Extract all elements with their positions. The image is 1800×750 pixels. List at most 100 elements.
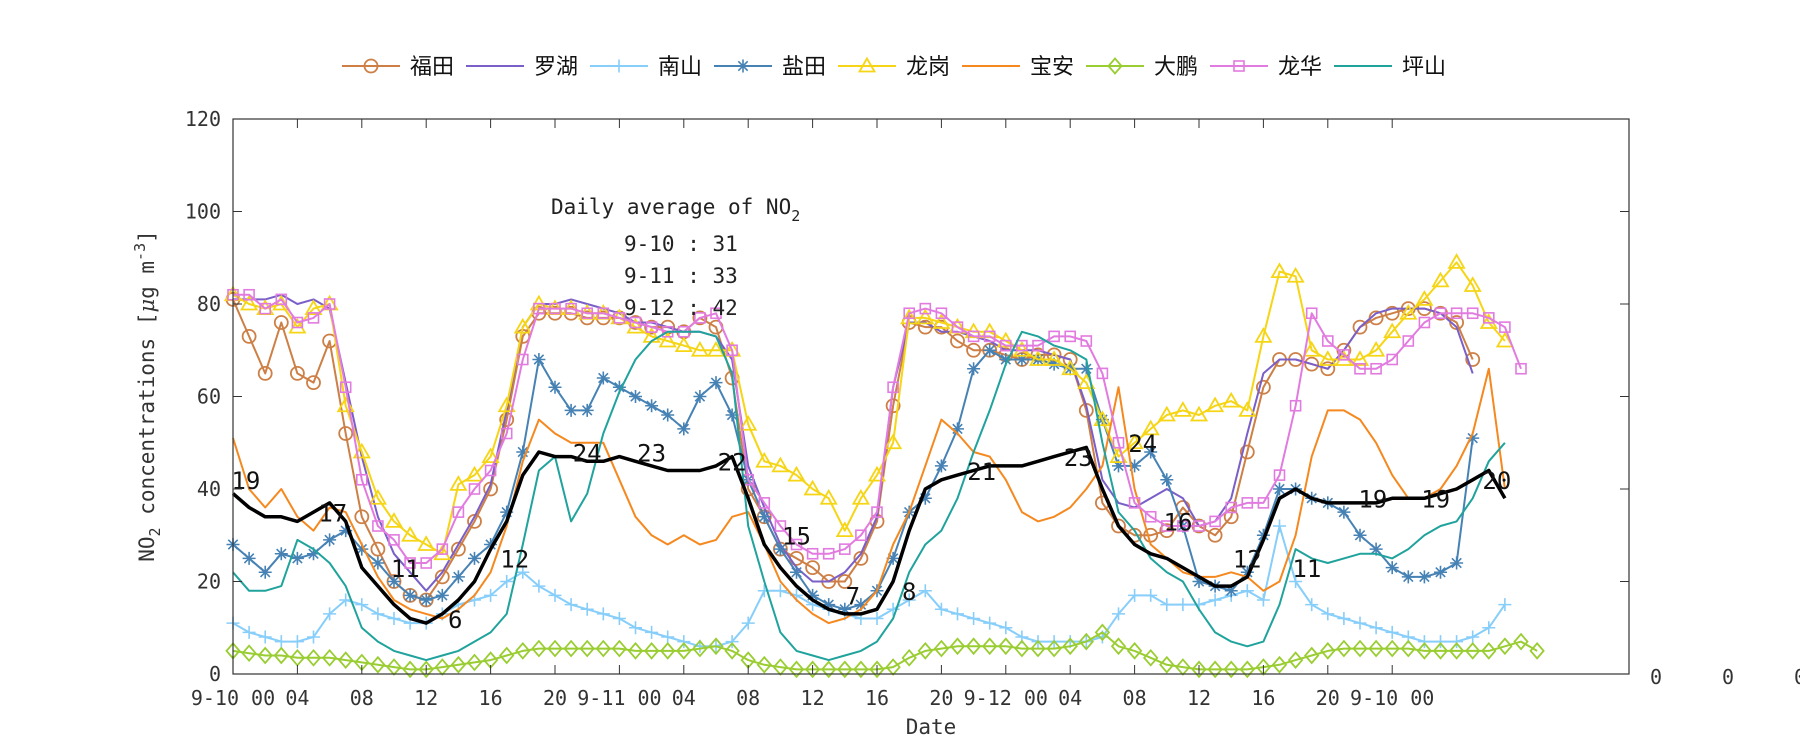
series-南山-point (1208, 593, 1222, 607)
series-龙华-point (694, 312, 706, 324)
series-龙岗-point (1318, 350, 1337, 366)
series-龙岗-point (900, 308, 919, 325)
series-龙华-point (1241, 497, 1254, 509)
series-南山-point (500, 575, 514, 588)
series-龙岗-line (232, 261, 1506, 555)
series-南山-point (1273, 519, 1286, 533)
series-大鹏-point (1094, 623, 1111, 642)
y-axis: 0 20 40 60 80 100 120 (185, 107, 1629, 686)
series-龙岗-point (1350, 350, 1370, 366)
series-南山-point (886, 602, 900, 616)
series-南山-point (1385, 625, 1399, 639)
series-龙岗-point (706, 340, 726, 357)
series-南山-point (918, 584, 932, 598)
series-龙岗-point (401, 525, 420, 542)
series-南山-point (1305, 598, 1319, 612)
series-大鹏-point (756, 655, 772, 674)
series-大鹏-point (1400, 639, 1416, 658)
series-大鹏-point (965, 637, 982, 656)
series-南山-point (1369, 621, 1383, 635)
series-大鹏-point (1529, 642, 1545, 660)
series-大鹏-point (1465, 642, 1481, 660)
x-tick-label: 08 (736, 686, 760, 710)
series-龙岗-point (867, 465, 887, 482)
average-value-label: 23 (637, 439, 666, 467)
legend-label: 罗湖 (534, 55, 578, 80)
series-龙华-line (233, 293, 1522, 564)
series-福田-point (257, 365, 273, 381)
series-大鹏-point (1481, 642, 1497, 660)
series-龙华-point (710, 307, 722, 320)
series-盐田-point (1337, 505, 1351, 519)
series-南山-point (580, 602, 594, 616)
x-tick-label: 04 (672, 686, 696, 710)
x-tick-label: 08 (1123, 686, 1147, 710)
series-龙华-point (919, 302, 932, 315)
series-福田-point (644, 319, 659, 335)
legend-item-福田: 福田 (342, 55, 454, 80)
average-value-label: 7 (846, 583, 860, 611)
series-龙岗-point (835, 521, 854, 538)
series-龙岗-point (352, 442, 371, 459)
series-龙华-point (1273, 469, 1286, 481)
series-大鹏-point (1143, 648, 1159, 667)
legend-item-大鹏: 大鹏 (1086, 55, 1198, 80)
series-大鹏-point (788, 660, 805, 679)
x-tick-label: 12 (801, 686, 825, 710)
daily-average-annotation: Daily average of NO2 9-10 : 31 9-11 : 33… (551, 195, 800, 320)
x-axis-label: Date (906, 715, 957, 739)
series-大鹏-point (1014, 639, 1030, 658)
y-tick-label: 0 (209, 662, 221, 686)
series-盐田-point (403, 588, 417, 602)
series-龙华-point (1450, 307, 1463, 320)
series-福田-point (338, 426, 354, 441)
series-龙岗-point (1367, 340, 1386, 357)
series-盐田-point (629, 390, 642, 403)
series-南山-point (1240, 584, 1254, 598)
series-盐田-point (387, 575, 401, 588)
x-tick-label: 9-10 00 (1350, 686, 1434, 710)
average-value-label: 24 (1128, 430, 1157, 458)
series-盐田-point (323, 533, 337, 547)
legend-item-罗湖: 罗湖 (466, 55, 578, 80)
series-南山-point (1498, 598, 1512, 612)
series-盐田-point (339, 524, 353, 538)
series-盐田-point (854, 598, 868, 612)
series-龙华-point (774, 520, 787, 532)
series-龙岗-point (1431, 271, 1450, 288)
series-大鹏-point (418, 660, 434, 679)
series-盐田-point (548, 380, 562, 394)
series-南山-point (1321, 607, 1335, 621)
series-龙华-point (806, 547, 819, 560)
series-龙华-point (1080, 335, 1093, 347)
series-龙华-point (1128, 497, 1141, 509)
x-tick-label: 9-12 00 (964, 686, 1048, 710)
series-大鹏-point (370, 655, 386, 674)
series-龙华-point (613, 312, 626, 324)
x-tick-label: 04 (1058, 686, 1082, 710)
series-盐田-point (983, 343, 997, 357)
series-大鹏-point (1320, 642, 1336, 660)
series-福田-point (1159, 523, 1175, 539)
average-value-label: 8 (902, 578, 916, 606)
series-盐田-point (1434, 565, 1447, 579)
series-龙岗-point (1141, 419, 1160, 436)
series-盐田-point (258, 565, 272, 579)
series-福田-point (1304, 356, 1320, 372)
series-龙华 (227, 288, 1527, 569)
series-盐田-point (371, 556, 385, 570)
series-大鹏-point (804, 660, 821, 679)
series-龙岗-point (384, 512, 404, 528)
series-盐田-point (822, 598, 836, 612)
series-盐田-point (918, 491, 932, 505)
series-龙华-point (1386, 353, 1398, 366)
series-龙华-point (871, 506, 883, 518)
series-龙岗-point (1222, 391, 1241, 408)
series-龙华-point (822, 547, 835, 560)
series-龙岗-point (1045, 350, 1064, 366)
series-罗湖-line (233, 293, 1474, 592)
series-龙华-point (533, 302, 545, 315)
legend-label: 福田 (410, 55, 454, 80)
legend-label: 龙岗 (906, 55, 950, 80)
series-南山-point (1466, 630, 1480, 644)
